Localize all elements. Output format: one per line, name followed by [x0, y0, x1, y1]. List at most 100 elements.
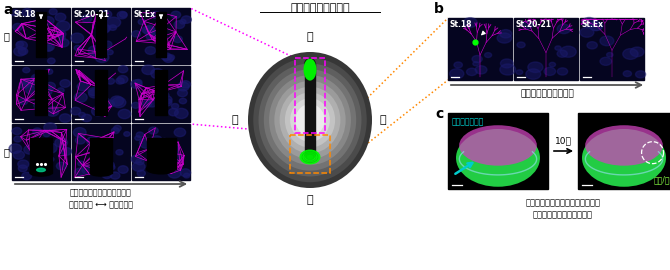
Bar	[36, 12, 46, 57]
Ellipse shape	[135, 136, 141, 140]
Bar	[132, 124, 190, 180]
Ellipse shape	[295, 104, 324, 136]
Ellipse shape	[500, 64, 516, 75]
Ellipse shape	[131, 155, 142, 163]
Ellipse shape	[60, 114, 71, 122]
Ellipse shape	[526, 69, 541, 79]
Ellipse shape	[49, 9, 57, 15]
Ellipse shape	[131, 80, 142, 88]
Ellipse shape	[19, 98, 28, 104]
Ellipse shape	[48, 58, 55, 64]
Ellipse shape	[107, 78, 115, 84]
Ellipse shape	[305, 151, 315, 159]
Ellipse shape	[253, 58, 366, 182]
Ellipse shape	[484, 53, 492, 58]
Bar	[156, 12, 166, 57]
Text: 背: 背	[307, 32, 314, 42]
Ellipse shape	[269, 75, 351, 165]
Ellipse shape	[112, 97, 126, 108]
Ellipse shape	[623, 49, 638, 59]
Ellipse shape	[181, 81, 190, 88]
Ellipse shape	[97, 24, 109, 34]
Ellipse shape	[56, 162, 66, 170]
Ellipse shape	[466, 68, 477, 76]
Ellipse shape	[290, 98, 330, 142]
Ellipse shape	[44, 123, 56, 132]
Ellipse shape	[147, 164, 176, 174]
Ellipse shape	[170, 153, 183, 163]
Ellipse shape	[13, 151, 24, 159]
Ellipse shape	[274, 81, 346, 159]
Ellipse shape	[92, 49, 98, 54]
Bar	[12, 66, 70, 122]
Ellipse shape	[582, 18, 596, 28]
Ellipse shape	[56, 31, 66, 38]
Ellipse shape	[159, 92, 169, 99]
Ellipse shape	[116, 150, 123, 155]
Ellipse shape	[500, 59, 513, 68]
Ellipse shape	[58, 39, 69, 47]
Ellipse shape	[76, 137, 85, 144]
Ellipse shape	[145, 47, 155, 55]
Text: St.Ex: St.Ex	[134, 10, 156, 19]
Ellipse shape	[88, 88, 98, 96]
Ellipse shape	[523, 21, 533, 29]
Ellipse shape	[248, 52, 372, 188]
Ellipse shape	[77, 82, 88, 91]
Ellipse shape	[111, 172, 120, 179]
Ellipse shape	[59, 36, 65, 40]
Ellipse shape	[74, 93, 87, 102]
Ellipse shape	[549, 62, 555, 67]
Ellipse shape	[94, 83, 106, 92]
Ellipse shape	[161, 53, 172, 60]
Ellipse shape	[151, 159, 165, 169]
Bar	[132, 66, 190, 122]
Ellipse shape	[13, 23, 23, 31]
Ellipse shape	[31, 74, 44, 84]
Bar	[305, 63, 315, 155]
Ellipse shape	[168, 109, 178, 116]
Ellipse shape	[23, 80, 32, 86]
Ellipse shape	[557, 68, 567, 75]
Text: 10分: 10分	[555, 136, 572, 145]
Ellipse shape	[264, 69, 356, 171]
Ellipse shape	[182, 16, 192, 23]
Text: 左: 左	[231, 115, 238, 125]
Ellipse shape	[142, 27, 151, 33]
Bar	[35, 70, 48, 115]
Ellipse shape	[88, 89, 100, 98]
Bar	[72, 8, 130, 64]
Ellipse shape	[162, 99, 172, 106]
Ellipse shape	[155, 33, 167, 41]
Text: 腹: 腹	[3, 147, 9, 157]
Ellipse shape	[109, 25, 117, 31]
Ellipse shape	[497, 33, 512, 43]
Ellipse shape	[47, 157, 54, 162]
Ellipse shape	[16, 41, 27, 50]
Ellipse shape	[86, 137, 100, 146]
Ellipse shape	[151, 11, 161, 18]
Ellipse shape	[111, 96, 123, 106]
Ellipse shape	[61, 147, 72, 155]
Ellipse shape	[56, 21, 70, 31]
Ellipse shape	[37, 168, 46, 172]
Ellipse shape	[304, 59, 316, 81]
Text: 右: 右	[380, 115, 387, 125]
Bar	[90, 138, 112, 173]
Ellipse shape	[55, 13, 66, 21]
Ellipse shape	[33, 74, 44, 82]
Text: 背: 背	[3, 31, 9, 41]
Ellipse shape	[70, 107, 80, 115]
Bar	[72, 66, 130, 122]
Ellipse shape	[58, 88, 64, 93]
Ellipse shape	[25, 86, 36, 94]
Ellipse shape	[43, 132, 50, 137]
Text: St.20-21: St.20-21	[516, 20, 552, 29]
Text: b: b	[434, 2, 444, 16]
Ellipse shape	[18, 48, 27, 55]
Ellipse shape	[473, 62, 479, 66]
Ellipse shape	[46, 107, 59, 116]
Text: 腹: 腹	[307, 195, 314, 205]
Ellipse shape	[475, 66, 487, 74]
Ellipse shape	[21, 9, 32, 16]
